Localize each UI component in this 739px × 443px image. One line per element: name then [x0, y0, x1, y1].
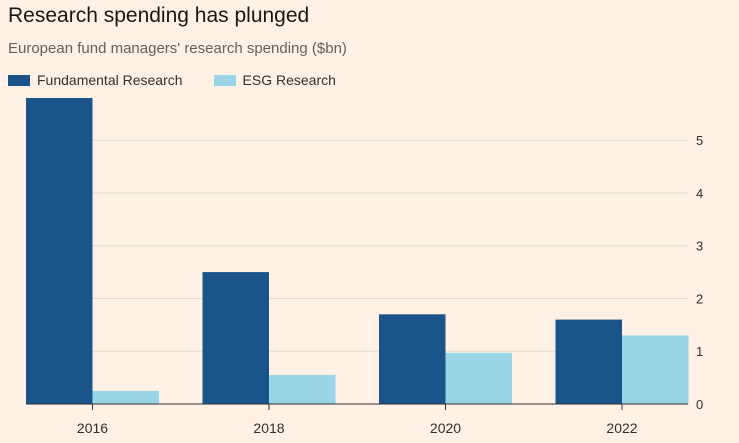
y-tick-label: 0 [696, 397, 703, 412]
legend-label-esg: ESG Research [242, 72, 336, 88]
legend-item-fundamental: Fundamental Research [8, 72, 183, 88]
bar-esg [622, 335, 689, 404]
x-tick-label: 2018 [253, 420, 284, 436]
legend-swatch-esg [213, 74, 236, 86]
x-tick-label: 2022 [606, 420, 637, 436]
y-tick-label: 4 [696, 186, 703, 201]
legend-swatch-fundamental [8, 74, 30, 86]
bar-fundamental [26, 98, 93, 404]
bar-esg [445, 352, 512, 404]
chart-title: Research spending has plunged [8, 4, 310, 27]
legend-item-esg: ESG Research [213, 72, 336, 88]
bar-fundamental [379, 314, 446, 404]
bar-esg [92, 390, 159, 404]
x-tick-label: 2016 [77, 420, 108, 436]
x-tick-label: 2020 [430, 420, 461, 436]
legend: Fundamental Research ESG Research [8, 72, 367, 88]
legend-label-fundamental: Fundamental Research [37, 72, 183, 88]
y-tick-label: 1 [696, 344, 703, 359]
y-tick-label: 3 [696, 239, 703, 254]
bar-fundamental [202, 272, 269, 404]
y-tick-label: 5 [696, 133, 703, 148]
bar-esg [269, 374, 336, 404]
chart-subtitle: European fund managers' research spendin… [8, 40, 347, 57]
y-tick-label: 2 [696, 291, 703, 306]
bar-fundamental [555, 319, 622, 404]
